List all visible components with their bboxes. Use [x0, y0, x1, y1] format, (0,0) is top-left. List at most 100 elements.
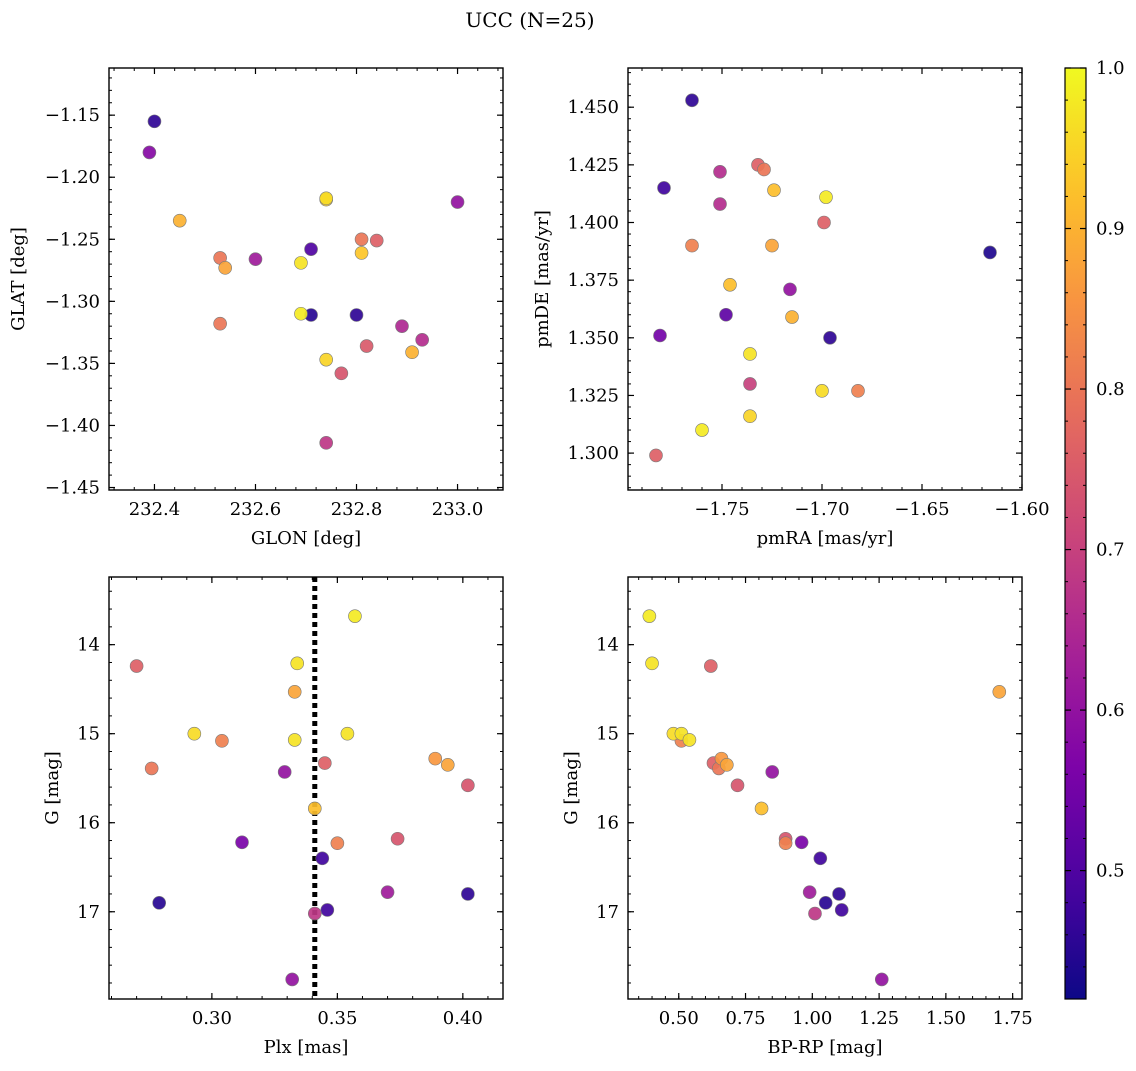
axes-frame [627, 576, 1023, 1000]
colorbar-tick-label: 1.0 [1096, 58, 1125, 79]
scatter-point [815, 384, 829, 398]
scatter-point [645, 656, 659, 671]
x-axis-label: pmRA [mas/yr] [757, 528, 894, 549]
scatter-point [817, 215, 831, 230]
y-tick-label: 1.325 [567, 385, 619, 406]
scatter-point [685, 93, 699, 108]
scatter-point [330, 836, 345, 850]
scatter-point [695, 423, 709, 437]
scatter-point [144, 761, 159, 776]
scatter-point [319, 436, 334, 450]
scatter-point [720, 758, 734, 772]
y-tick-label: 1.300 [567, 443, 619, 464]
x-axis-label: BP-RP [mag] [767, 1037, 882, 1058]
scatter-point [349, 308, 364, 322]
x-tick-label: 233.0 [432, 499, 484, 520]
scatter-point [320, 903, 335, 917]
scatter-point [215, 734, 229, 748]
scatter-point [287, 685, 302, 699]
panel-1: 232.4 232.6 232.8 233.0 −1.15 −1.20 −1.25 −1.30… [8, 67, 504, 549]
scatter-point [785, 310, 799, 324]
scatter-point [277, 765, 292, 779]
y-tick-label: 17 [596, 902, 619, 923]
panels: 232.4 232.6 232.8 233.0 −1.15 −1.20 −1.25 −1.30… [8, 67, 1050, 1058]
scatter-point [754, 801, 769, 816]
scatter-point [461, 778, 475, 793]
scatter-point [294, 306, 308, 321]
scatter-point [213, 316, 227, 331]
scatter-point [147, 114, 162, 129]
y-axis-label: pmDE [mas/yr] [532, 210, 553, 348]
y-axis-label: G [mag] [561, 751, 582, 824]
scatter-point [743, 377, 757, 391]
scatter-point [649, 448, 663, 463]
y-tick-label: 15 [77, 724, 100, 745]
y-axis-label: G [mag] [42, 751, 63, 824]
scatter-point [743, 347, 757, 361]
axes-frame [108, 67, 504, 491]
x-tick-label: −1.60 [994, 499, 1049, 520]
y-tick-label: 14 [77, 635, 100, 656]
scatter-point [461, 887, 475, 901]
scatter-point [832, 887, 846, 901]
y-tick-label: −1.40 [45, 415, 100, 436]
scatter-point [682, 733, 697, 747]
scatter-point [992, 685, 1007, 699]
scatter-point [334, 366, 349, 381]
y-tick-label: −1.30 [45, 291, 100, 312]
scatter-point [290, 656, 305, 671]
scatter-point [187, 726, 202, 741]
x-tick-label: 232.6 [230, 499, 282, 520]
axes-frame [108, 576, 504, 1000]
y-axis-label: GLAT [deg] [8, 227, 29, 331]
y-tick-label: 15 [596, 724, 619, 745]
y-tick-label: −1.35 [45, 353, 100, 374]
y-tick-label: 1.425 [567, 155, 619, 176]
x-tick-label: 0.50 [659, 1008, 699, 1029]
scatter-point [723, 277, 737, 292]
scatter-point [730, 778, 745, 793]
scatter-point [767, 183, 781, 198]
scatter-point [802, 885, 817, 899]
scatter-point [704, 659, 718, 673]
colorbar-tick-label: 0.6 [1096, 700, 1125, 721]
x-tick-label: 1.00 [792, 1008, 832, 1029]
x-tick-label: 232.8 [331, 499, 383, 520]
scatter-point [359, 339, 374, 353]
x-tick-label: −1.75 [694, 499, 749, 520]
panel-2: −1.75 −1.70 −1.65 −1.60 1.300 1.325 1.350 1.375… [532, 67, 1050, 549]
scatter-point [818, 896, 833, 910]
colorbar-tick-label: 0.5 [1096, 861, 1125, 882]
y-tick-label: 1.350 [567, 328, 619, 349]
axes-frame [627, 67, 1023, 491]
scatter-point [405, 345, 419, 360]
scatter-point [294, 256, 308, 270]
x-tick-label: 0.30 [192, 1008, 232, 1029]
scatter-point [172, 213, 187, 228]
x-tick-label: 1.25 [859, 1008, 899, 1029]
scatter-point [823, 331, 837, 345]
colorbar: 0.5 0.6 0.7 0.8 0.9 1.0 [1064, 58, 1125, 1000]
x-axis-label: GLON [deg] [251, 528, 361, 549]
scatter-point [642, 609, 657, 623]
y-tick-label: 1.375 [567, 270, 619, 291]
scatter-point [307, 801, 322, 816]
scatter-point [304, 242, 318, 257]
scatter-point [450, 195, 465, 209]
scatter-point [757, 162, 771, 177]
scatter-point [380, 885, 395, 899]
scatter-point [248, 252, 263, 266]
scatter-point [819, 190, 833, 204]
scatter-point [395, 319, 409, 333]
scatter-point [765, 238, 779, 253]
scatter-point [685, 238, 699, 253]
colorbar-tick-label: 0.9 [1096, 219, 1125, 240]
scatter-point [348, 609, 362, 623]
y-tick-label: 1.450 [567, 97, 619, 118]
scatter-point [340, 726, 355, 741]
scatter-point [440, 758, 455, 772]
scatter-point [319, 352, 334, 367]
x-axis-label: Plx [mas] [264, 1037, 349, 1058]
scatter-point [719, 307, 733, 322]
